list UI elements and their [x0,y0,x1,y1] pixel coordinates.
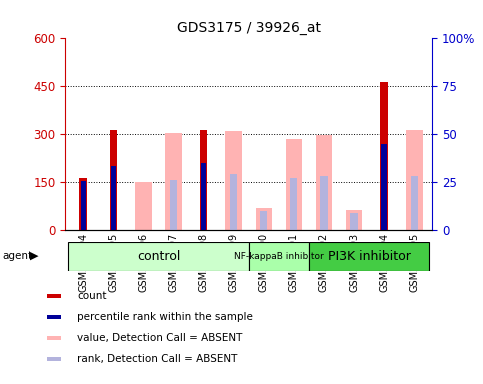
Text: value, Detection Call = ABSENT: value, Detection Call = ABSENT [77,333,242,343]
Bar [110,129,117,230]
Bar [285,139,302,230]
Bar [411,176,418,230]
Bar [260,211,268,230]
Bar [47,315,61,319]
Bar [316,135,332,230]
Text: agent: agent [2,251,32,261]
Bar [47,294,61,298]
Bar [170,180,177,230]
Title: GDS3175 / 39926_at: GDS3175 / 39926_at [177,21,321,35]
Bar [201,163,206,230]
Bar [346,210,362,230]
Bar [230,174,237,230]
Bar [47,336,61,340]
Bar [81,181,86,230]
Text: percentile rank within the sample: percentile rank within the sample [77,312,253,322]
Bar [111,166,116,230]
Bar [406,129,423,230]
Bar [226,131,242,230]
Text: count: count [77,291,106,301]
Text: NF-kappaB inhibitor: NF-kappaB inhibitor [234,252,324,261]
Bar [256,208,272,230]
Bar [309,242,429,271]
Bar [135,182,152,230]
Bar [249,242,309,271]
Bar [68,242,249,271]
Text: ▶: ▶ [30,251,39,261]
Bar [47,357,61,361]
Bar [290,177,298,230]
Bar [165,133,182,230]
Bar [351,213,358,230]
Bar [200,129,207,230]
Bar [381,81,388,230]
Bar [80,177,87,230]
Bar [382,144,387,230]
Text: control: control [137,250,180,263]
Bar [320,176,327,230]
Text: PI3K inhibitor: PI3K inhibitor [327,250,411,263]
Text: rank, Detection Call = ABSENT: rank, Detection Call = ABSENT [77,354,237,364]
